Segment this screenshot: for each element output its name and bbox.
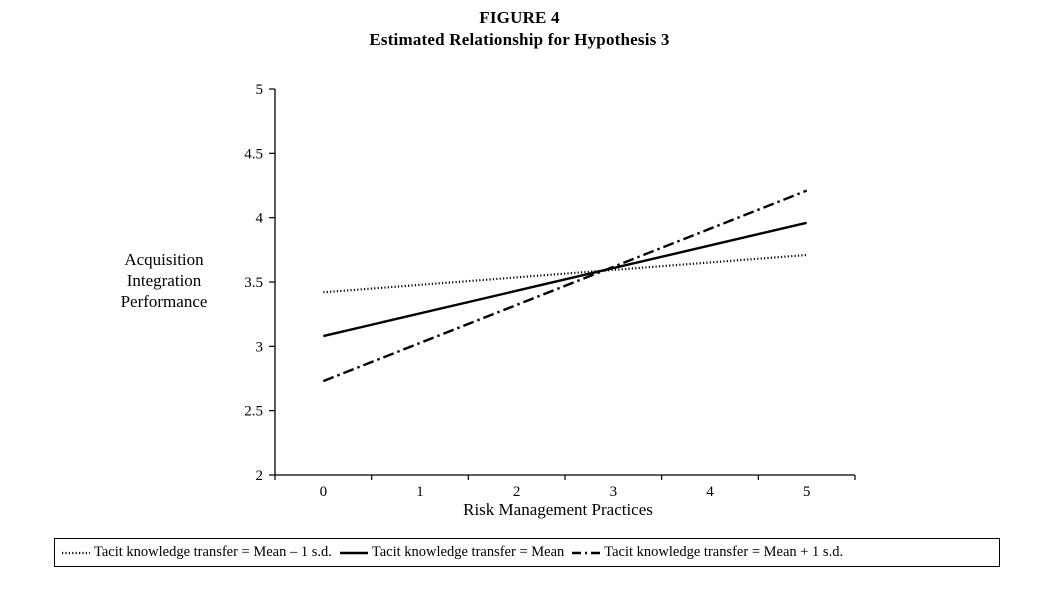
x-tick-label-4: 4: [706, 484, 714, 500]
legend-item-mean-minus-sd: Tacit knowledge transfer = Mean – 1 s.d.: [61, 544, 332, 561]
x-axis-label: Risk Management Practices: [463, 500, 653, 519]
y-axis-label-line-1: Acquisition: [124, 250, 204, 269]
y-tick-label-3: 3.5: [244, 275, 263, 291]
x-tick-label-2: 2: [513, 484, 521, 500]
series-line-solid: [323, 221, 807, 338]
series-line-dash-dot: [322, 189, 808, 383]
legend: Tacit knowledge transfer = Mean – 1 s.d.…: [54, 538, 1000, 567]
x-tick-label-3: 3: [610, 484, 618, 500]
series-line-dotted: [323, 253, 807, 294]
legend-label-mean-plus-sd: Tacit knowledge transfer = Mean + 1 s.d.: [604, 544, 844, 560]
figure-title: Estimated Relationship for Hypothesis 3: [369, 30, 670, 49]
y-tick-label-2: 3: [256, 339, 264, 355]
y-tick-label-1: 2.5: [244, 404, 263, 420]
y-axis-label-line-2: Integration: [126, 271, 202, 290]
legend-swatch-dotted: [62, 551, 90, 554]
legend-label-mean-minus-sd: Tacit knowledge transfer = Mean – 1 s.d.: [94, 544, 332, 560]
legend-label-mean: Tacit knowledge transfer = Mean: [371, 544, 565, 560]
legend-swatch-solid: [339, 551, 368, 554]
y-tick-label-6: 5: [256, 82, 264, 98]
figure-number: FIGURE 4: [479, 8, 560, 27]
y-tick-label-0: 2: [256, 468, 264, 484]
y-tick-label-4: 4: [256, 211, 264, 227]
y-tick-label-5: 4.5: [244, 146, 263, 162]
legend-item-mean-plus-sd: Tacit knowledge transfer = Mean + 1 s.d.: [571, 544, 843, 561]
legend-item-mean: Tacit knowledge transfer = Mean: [339, 544, 564, 561]
y-axis-label-line-3: Performance: [120, 292, 208, 311]
x-tick-label-5: 5: [803, 484, 811, 500]
x-tick-label-1: 1: [416, 484, 424, 500]
legend-swatch-dash-dot: [572, 551, 601, 554]
x-tick-label-0: 0: [320, 484, 328, 500]
